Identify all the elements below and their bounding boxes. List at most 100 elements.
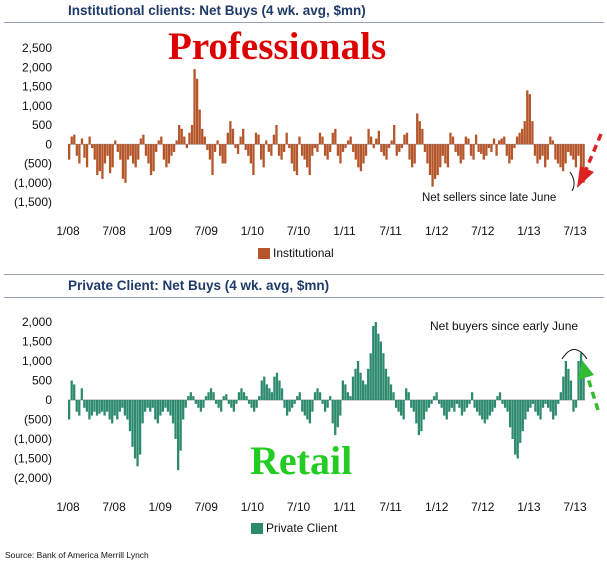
private-bar bbox=[245, 396, 248, 400]
private-bar bbox=[483, 400, 486, 424]
institutional-bar bbox=[518, 132, 521, 145]
institutional-legend-swatch bbox=[258, 248, 270, 259]
institutional-bar bbox=[505, 144, 508, 156]
institutional-bar bbox=[83, 144, 86, 158]
institutional-bar bbox=[364, 144, 368, 156]
private-bar bbox=[194, 400, 197, 404]
institutional-y-tick-label: 500 bbox=[32, 118, 52, 132]
private-client-chart: 2,000 1,500 1,000 500 0 (500) (1,000) (1,500) (2… bbox=[14, 315, 587, 514]
institutional-bar bbox=[293, 144, 296, 172]
institutional-y-tick-label: 1,000 bbox=[22, 99, 52, 113]
private-bar bbox=[329, 396, 332, 400]
private-bar bbox=[503, 400, 507, 408]
private-bar bbox=[344, 384, 347, 400]
private-bar bbox=[113, 400, 116, 416]
private-bar bbox=[141, 400, 144, 424]
source-note: Source: Bank of America Merrill Lynch bbox=[5, 550, 149, 560]
private-bar bbox=[207, 392, 210, 400]
institutional-bar bbox=[410, 144, 414, 168]
private-bracket bbox=[561, 349, 588, 360]
institutional-bar bbox=[121, 144, 125, 179]
private-bar bbox=[501, 400, 504, 404]
institutional-bar bbox=[306, 144, 309, 168]
private-bar bbox=[574, 400, 578, 408]
institutional-bar bbox=[103, 144, 107, 164]
institutional-bar bbox=[285, 132, 288, 145]
institutional-bar bbox=[247, 144, 250, 156]
institutional-bar bbox=[408, 144, 411, 160]
institutional-bar bbox=[405, 132, 409, 145]
institutional-bar bbox=[326, 144, 329, 160]
private-bar bbox=[445, 400, 448, 420]
private-bar bbox=[397, 400, 400, 412]
private-bar bbox=[288, 400, 291, 412]
private-bar bbox=[308, 400, 312, 424]
private-bar bbox=[554, 400, 557, 416]
private-bar bbox=[204, 396, 208, 400]
private-x-tick-label: 1/08 bbox=[56, 500, 80, 514]
institutional-bar bbox=[216, 140, 219, 145]
institutional-bar bbox=[380, 144, 383, 152]
private-bar bbox=[283, 400, 286, 408]
institutional-bar bbox=[224, 144, 227, 164]
institutional-bar bbox=[474, 134, 478, 145]
private-bar bbox=[481, 400, 484, 420]
institutional-bar bbox=[157, 140, 160, 145]
institutional-bar bbox=[160, 136, 163, 145]
institutional-bar bbox=[521, 128, 524, 145]
private-bar bbox=[306, 400, 309, 420]
institutional-bar bbox=[265, 140, 268, 145]
private-bar bbox=[582, 368, 585, 400]
private-arrow-shaft bbox=[585, 374, 600, 411]
private-bar bbox=[394, 400, 398, 408]
private-bar bbox=[541, 400, 545, 408]
private-y-tick-label: (1,000) bbox=[14, 432, 52, 446]
institutional-bar bbox=[567, 144, 570, 152]
institutional-bar bbox=[554, 144, 557, 160]
institutional-bar bbox=[485, 144, 488, 156]
institutional-bar bbox=[277, 144, 281, 156]
private-bar bbox=[432, 396, 436, 400]
private-bar bbox=[427, 400, 431, 408]
institutional-bar bbox=[362, 144, 365, 164]
institutional-bar bbox=[226, 132, 229, 145]
private-bar bbox=[164, 400, 167, 408]
institutional-bar bbox=[236, 144, 240, 154]
private-bar bbox=[519, 400, 522, 443]
institutional-bar bbox=[242, 128, 245, 145]
institutional-bar bbox=[426, 144, 429, 164]
institutional-bar bbox=[108, 144, 112, 174]
institutional-legend-label: Institutional bbox=[273, 246, 334, 260]
institutional-bar bbox=[178, 125, 181, 145]
private-bar bbox=[214, 400, 218, 404]
private-bar bbox=[174, 400, 177, 439]
private-bar bbox=[415, 400, 418, 424]
institutional-bar bbox=[213, 144, 217, 152]
private-bar bbox=[278, 380, 281, 400]
institutional-bar bbox=[193, 69, 196, 145]
private-bar bbox=[144, 400, 147, 412]
private-bar bbox=[372, 325, 375, 400]
institutional-bar bbox=[203, 136, 206, 145]
private-bar bbox=[367, 368, 370, 400]
private-x-tick-label: 7/12 bbox=[471, 500, 495, 514]
institutional-x-tick-label: 7/12 bbox=[471, 224, 495, 238]
institutional-bar bbox=[357, 144, 360, 168]
institutional-bar bbox=[313, 144, 316, 149]
private-bar bbox=[260, 380, 263, 400]
institutional-bar bbox=[147, 144, 150, 164]
private-bar bbox=[171, 400, 175, 424]
institutional-bar bbox=[418, 121, 421, 145]
institutional-bar bbox=[170, 144, 173, 156]
institutional-bar bbox=[80, 138, 84, 145]
private-bar bbox=[123, 400, 127, 416]
institutional-bar bbox=[531, 121, 534, 145]
private-bar bbox=[232, 400, 236, 412]
institutional-bar bbox=[377, 130, 380, 145]
private-bar bbox=[410, 400, 413, 408]
institutional-bar bbox=[451, 136, 455, 145]
private-bar bbox=[285, 400, 289, 416]
private-bar bbox=[521, 400, 524, 432]
private-bar bbox=[116, 400, 119, 420]
